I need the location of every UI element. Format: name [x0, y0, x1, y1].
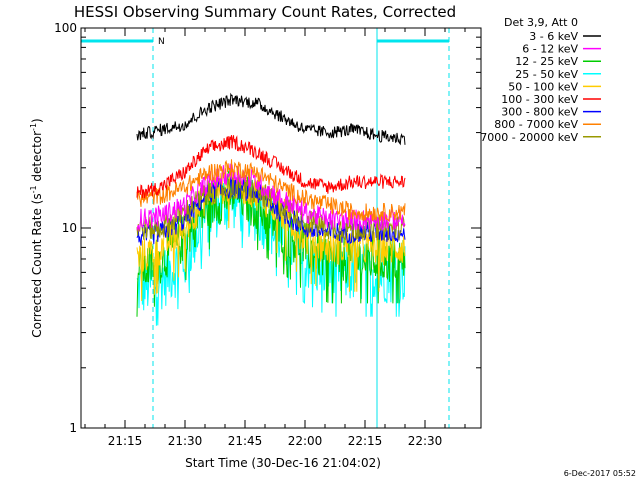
series-line-7: [136, 159, 406, 222]
y-axis-label-sup1: -1: [29, 185, 38, 193]
series-line-1: [136, 163, 406, 232]
y-axis-label-sup2: -1: [29, 123, 38, 131]
legend-label-6: 300 - 800 keV: [501, 106, 578, 119]
x-tick-label-4: 22:15: [348, 434, 383, 448]
legend-label-4: 50 - 100 keV: [508, 80, 578, 93]
legend-label-0: 3 - 6 keV: [529, 30, 578, 43]
y-axis-label-mid: detector: [30, 131, 44, 186]
y-axis-label: Corrected Count Rate (s-1 detector-1): [29, 118, 44, 337]
legend-label-3: 25 - 50 keV: [515, 68, 578, 81]
y-axis-label-main: Corrected Count Rate (s: [30, 193, 44, 337]
y-tick-label-0: 1: [69, 421, 77, 435]
axes: 21:15 21:30 21:45 22:00 22:15 22:30 1 10 100: [54, 21, 482, 448]
x-tick-label-3: 22:00: [288, 434, 323, 448]
x-tick-label-5: 22:30: [408, 434, 443, 448]
y-tick-label-2: 100: [54, 21, 77, 35]
x-tick-label-0: 21:15: [108, 434, 143, 448]
timestamp: 6-Dec-2017 05:52: [564, 469, 636, 478]
plot-area: N: [80, 28, 450, 428]
chart-title: HESSI Observing Summary Count Rates, Cor…: [74, 3, 456, 21]
legend-label-1: 6 - 12 keV: [522, 43, 578, 56]
series-line-5: [136, 135, 406, 199]
flag-label: N: [158, 37, 165, 47]
x-tick-label-2: 21:45: [228, 434, 263, 448]
legend-header: Det 3,9, Att 0: [504, 16, 578, 29]
y-tick-label-1: 10: [62, 221, 77, 235]
legend-label-2: 12 - 25 keV: [515, 55, 578, 68]
legend-label-8: 7000 - 20000 keV: [480, 131, 578, 144]
y-axis-label-end: ): [30, 118, 44, 123]
legend-label-5: 100 - 300 keV: [501, 93, 578, 106]
series-line-0: [136, 92, 406, 146]
x-axis-label: Start Time (30-Dec-16 21:04:02): [185, 456, 381, 470]
legend-label-7: 800 - 7000 keV: [494, 118, 578, 131]
x-tick-label-1: 21:30: [168, 434, 203, 448]
